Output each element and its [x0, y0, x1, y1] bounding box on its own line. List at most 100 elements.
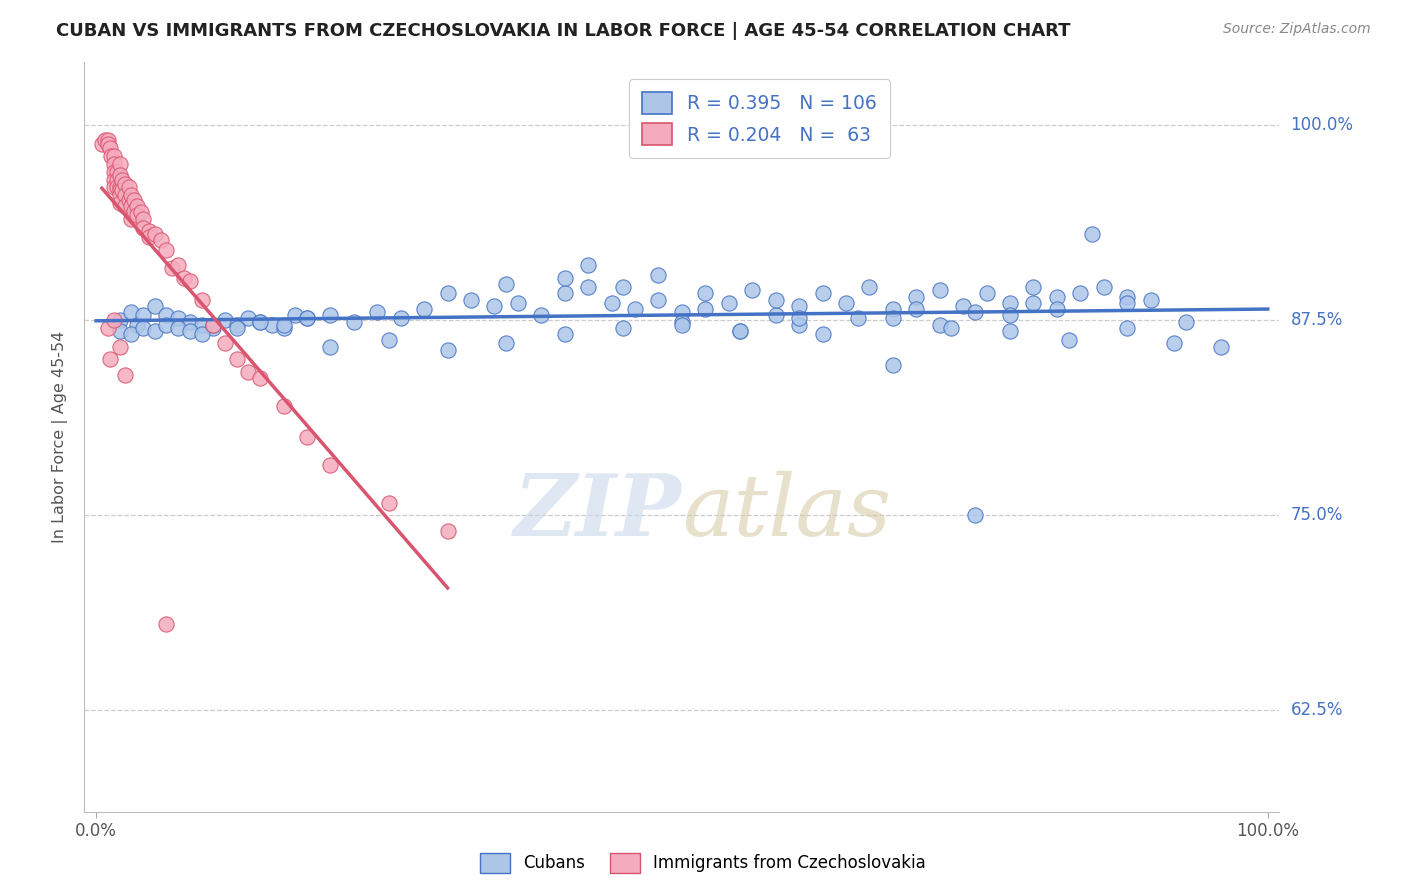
- Point: [108, 196, 131, 211]
- Point: [319, 309, 342, 323]
- Point: [811, 327, 834, 342]
- Point: [976, 286, 998, 301]
- Point: [284, 309, 307, 323]
- Point: [132, 220, 155, 235]
- Point: [343, 315, 366, 329]
- Point: [129, 205, 152, 219]
- Point: [155, 309, 177, 323]
- Point: [118, 180, 141, 194]
- Point: [295, 430, 318, 444]
- Point: [882, 311, 904, 326]
- Point: [103, 157, 125, 171]
- Point: [97, 321, 120, 335]
- Point: [882, 359, 904, 373]
- Point: [495, 336, 517, 351]
- Point: [132, 309, 155, 323]
- Text: 87.5%: 87.5%: [1291, 311, 1343, 329]
- Text: CUBAN VS IMMIGRANTS FROM CZECHOSLOVAKIA IN LABOR FORCE | AGE 45-54 CORRELATION C: CUBAN VS IMMIGRANTS FROM CZECHOSLOVAKIA …: [56, 22, 1071, 40]
- Point: [105, 180, 128, 194]
- Point: [105, 165, 128, 179]
- Point: [765, 293, 787, 307]
- Point: [225, 321, 247, 335]
- Point: [190, 318, 212, 332]
- Legend: R = 0.395   N = 106, R = 0.204   N =  63: R = 0.395 N = 106, R = 0.204 N = 63: [628, 79, 890, 158]
- Point: [249, 315, 271, 329]
- Point: [647, 268, 669, 282]
- Point: [122, 193, 145, 207]
- Point: [436, 343, 458, 357]
- Point: [554, 286, 576, 301]
- Point: [695, 302, 717, 317]
- Point: [108, 188, 131, 202]
- Point: [173, 271, 195, 285]
- Point: [114, 178, 136, 192]
- Point: [495, 277, 517, 292]
- Point: [238, 311, 260, 326]
- Point: [624, 302, 647, 317]
- Point: [238, 365, 260, 379]
- Point: [120, 327, 142, 342]
- Point: [114, 368, 136, 382]
- Text: Source: ZipAtlas.com: Source: ZipAtlas.com: [1223, 22, 1371, 37]
- Point: [905, 290, 928, 304]
- Point: [695, 286, 717, 301]
- Point: [120, 211, 142, 226]
- Point: [155, 617, 177, 632]
- Point: [108, 157, 131, 171]
- Point: [143, 227, 166, 242]
- Point: [167, 311, 190, 326]
- Point: [138, 230, 160, 244]
- Point: [273, 318, 295, 332]
- Point: [460, 293, 482, 307]
- Point: [576, 280, 599, 294]
- Point: [787, 311, 810, 326]
- Point: [190, 293, 212, 307]
- Point: [202, 318, 225, 332]
- Point: [730, 324, 752, 338]
- Point: [530, 309, 553, 323]
- Point: [963, 305, 986, 319]
- Point: [600, 296, 623, 310]
- Text: 75.0%: 75.0%: [1291, 506, 1343, 524]
- Point: [105, 172, 128, 186]
- Point: [225, 352, 247, 367]
- Text: 100.0%: 100.0%: [1291, 116, 1354, 134]
- Point: [295, 311, 318, 326]
- Point: [108, 168, 131, 182]
- Point: [1139, 293, 1161, 307]
- Point: [118, 193, 141, 207]
- Point: [260, 318, 283, 332]
- Point: [249, 371, 271, 385]
- Point: [214, 336, 236, 351]
- Point: [554, 327, 576, 342]
- Point: [730, 324, 752, 338]
- Point: [378, 496, 401, 510]
- Point: [103, 165, 125, 179]
- Point: [389, 311, 412, 326]
- Text: ZIP: ZIP: [515, 470, 682, 554]
- Point: [143, 324, 166, 338]
- Point: [1163, 336, 1185, 351]
- Point: [155, 243, 177, 257]
- Point: [1116, 321, 1139, 335]
- Point: [190, 327, 212, 342]
- Point: [120, 305, 142, 319]
- Point: [882, 302, 904, 317]
- Point: [998, 309, 1021, 323]
- Point: [941, 321, 963, 335]
- Point: [111, 184, 134, 198]
- Point: [319, 458, 342, 473]
- Point: [127, 209, 149, 223]
- Point: [98, 352, 121, 367]
- Point: [905, 302, 928, 317]
- Point: [103, 149, 125, 163]
- Point: [576, 259, 599, 273]
- Point: [1022, 296, 1045, 310]
- Point: [484, 299, 506, 313]
- Point: [132, 211, 155, 226]
- Point: [249, 315, 271, 329]
- Point: [928, 318, 950, 332]
- Point: [998, 324, 1021, 338]
- Point: [787, 318, 810, 332]
- Point: [671, 315, 693, 329]
